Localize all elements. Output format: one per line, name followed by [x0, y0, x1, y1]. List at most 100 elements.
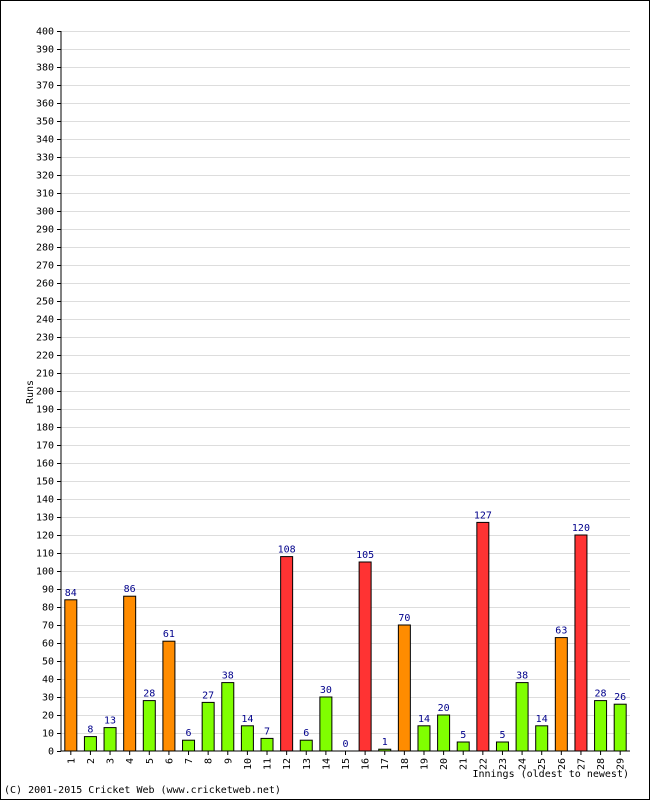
x-tick-label: 23	[498, 758, 509, 770]
y-tick-label: 130	[36, 513, 54, 524]
y-tick-label: 50	[42, 657, 54, 668]
y-tick-label: 190	[36, 405, 54, 416]
data-label: 6	[303, 728, 309, 739]
bar	[201, 701, 215, 752]
data-label: 120	[572, 523, 590, 534]
x-tick-label: 6	[164, 758, 175, 764]
bar	[476, 521, 490, 752]
data-label: 1	[382, 737, 388, 748]
y-tick-label: 240	[36, 315, 54, 326]
x-tick-label: 25	[537, 758, 548, 770]
bar	[299, 739, 313, 752]
x-tick-label: 7	[184, 758, 195, 764]
data-label: 14	[241, 714, 253, 725]
x-tick-label: 26	[557, 758, 568, 770]
y-tick-label: 290	[36, 225, 54, 236]
y-tick-label: 350	[36, 117, 54, 128]
x-tick-label: 14	[321, 758, 332, 770]
bar	[437, 714, 451, 752]
x-tick-labels: 1 2 3 4 5 6 7 8 9 10 11 12 13 14 15 16 17 18 19 20 21 22 23 24 2…	[66, 751, 627, 770]
y-tick-label: 170	[36, 441, 54, 452]
y-tick-label: 330	[36, 153, 54, 164]
x-tick-label: 1	[66, 758, 77, 764]
x-tick-label: 11	[263, 758, 274, 770]
data-label: 14	[536, 714, 548, 725]
bar	[574, 534, 588, 752]
x-tick-label: 20	[439, 758, 450, 770]
bar	[221, 682, 235, 752]
y-tick-label: 30	[42, 693, 54, 704]
bar	[456, 741, 470, 752]
y-tick-label: 300	[36, 207, 54, 218]
y-tick-label: 400	[36, 27, 54, 38]
x-tick-label: 21	[459, 758, 470, 770]
data-label: 20	[438, 703, 450, 714]
bar	[182, 739, 196, 752]
x-tick-label: 10	[243, 758, 254, 770]
x-tick-label: 16	[361, 758, 372, 770]
x-tick-label: 3	[106, 758, 117, 764]
x-tick-label: 13	[302, 758, 313, 770]
bar	[397, 624, 411, 752]
bar	[64, 599, 78, 752]
data-label: 38	[516, 671, 528, 682]
y-tick-label: 230	[36, 333, 54, 344]
data-label: 108	[278, 545, 296, 556]
y-tick-label: 200	[36, 387, 54, 398]
y-tick-label: 260	[36, 279, 54, 290]
data-label: 13	[104, 716, 116, 727]
data-label: 0	[342, 739, 348, 750]
copyright-text: (C) 2001-2015 Cricket Web (www.cricketwe…	[4, 785, 281, 796]
data-label: 8	[87, 725, 93, 736]
bars	[64, 521, 627, 752]
y-tick-label: 100	[36, 567, 54, 578]
bar	[123, 595, 137, 752]
bar	[515, 682, 529, 752]
data-label: 28	[595, 689, 607, 700]
y-tick-label: 270	[36, 261, 54, 272]
data-label: 28	[143, 689, 155, 700]
bar	[142, 700, 156, 752]
data-label: 61	[163, 629, 175, 640]
y-tick-label: 310	[36, 189, 54, 200]
data-label: 27	[202, 690, 214, 701]
bar	[613, 703, 627, 752]
data-label: 5	[460, 730, 466, 741]
y-tick-label: 320	[36, 171, 54, 182]
x-tick-label: 9	[223, 758, 234, 764]
y-tick-label: 0	[48, 747, 54, 758]
y-tick-label: 180	[36, 423, 54, 434]
data-label: 86	[124, 584, 136, 595]
data-label: 105	[356, 550, 374, 561]
bar	[260, 737, 274, 752]
y-tick-label: 370	[36, 81, 54, 92]
bar	[495, 741, 509, 752]
y-tick-label: 60	[42, 639, 54, 650]
data-label: 127	[474, 510, 492, 521]
y-tick-label: 380	[36, 63, 54, 74]
y-tick-label: 340	[36, 135, 54, 146]
x-tick-label: 8	[204, 758, 215, 764]
data-label: 38	[222, 671, 234, 682]
x-tick-label: 2	[86, 758, 97, 764]
bar	[103, 727, 117, 752]
y-tick-label: 140	[36, 495, 54, 506]
data-label: 30	[320, 685, 332, 696]
y-tick-label: 120	[36, 531, 54, 542]
x-tick-label: 5	[145, 758, 156, 764]
x-tick-label: 19	[419, 758, 430, 770]
y-tick-label: 40	[42, 675, 54, 686]
y-tick-label: 70	[42, 621, 54, 632]
y-tick-label: 90	[42, 585, 54, 596]
y-tick-labels: 0 10 20 30 40 50 60 70 80 90 100 110 120 130 140 150 160…	[36, 27, 54, 758]
x-tick-label: 27	[576, 758, 587, 770]
y-tick-label: 10	[42, 729, 54, 740]
data-label: 7	[264, 726, 270, 737]
y-tick-label: 150	[36, 477, 54, 488]
y-axis-title: Runs	[25, 380, 36, 404]
bar	[535, 725, 549, 752]
x-tick-label: 29	[616, 758, 627, 770]
y-tick-label: 160	[36, 459, 54, 470]
y-tick-label: 210	[36, 369, 54, 380]
